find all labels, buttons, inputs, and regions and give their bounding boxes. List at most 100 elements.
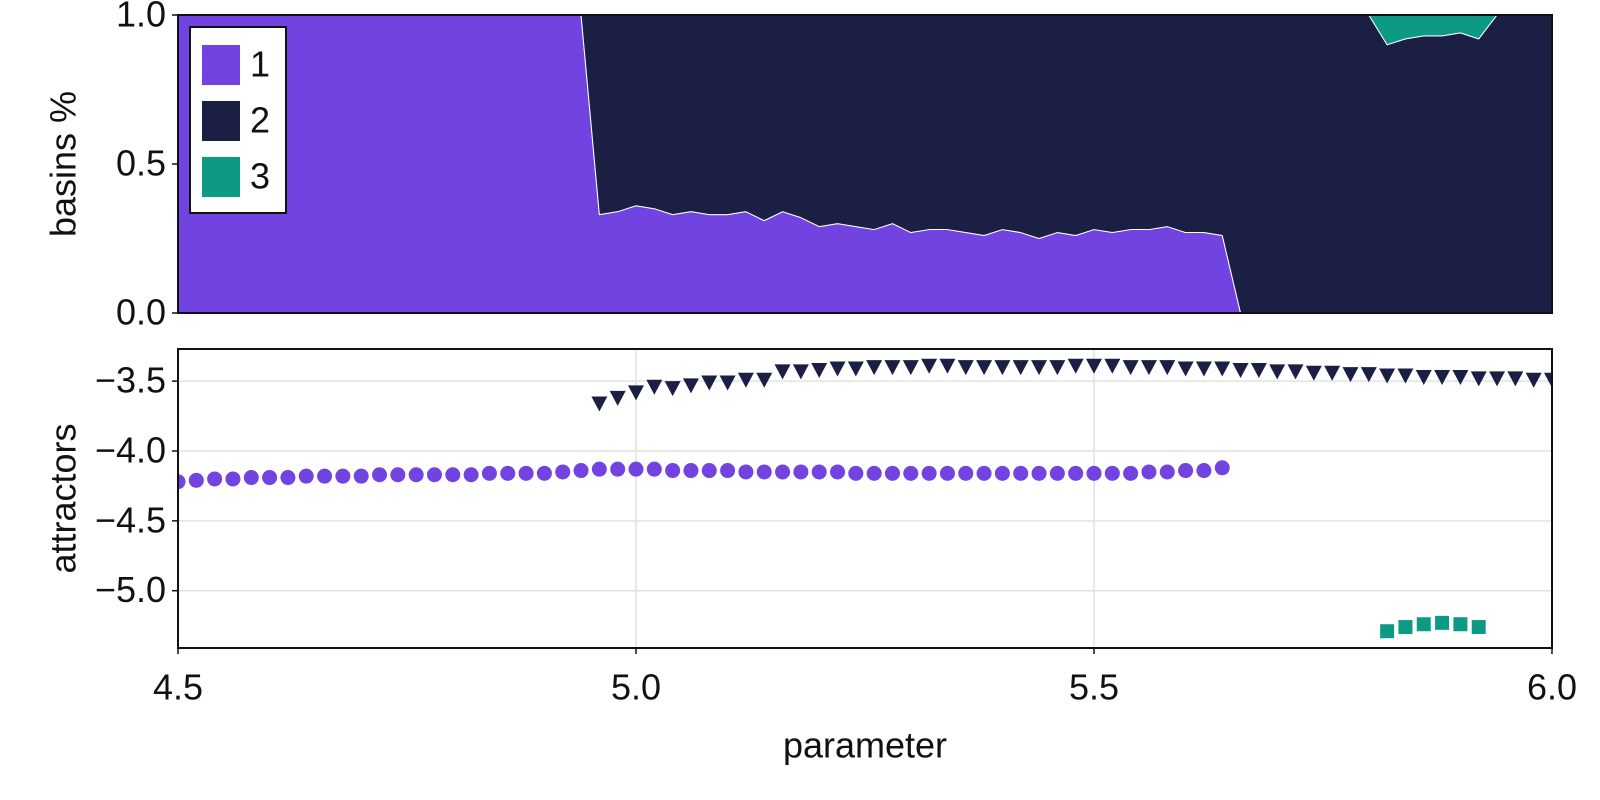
marker (243, 470, 259, 486)
marker (1435, 615, 1450, 630)
marker (682, 378, 699, 394)
marker (573, 463, 589, 479)
marker (957, 360, 974, 376)
marker (921, 465, 937, 481)
marker (591, 461, 607, 477)
marker (481, 465, 497, 481)
marker (793, 464, 809, 480)
marker (1525, 372, 1542, 388)
marker (1178, 463, 1194, 479)
legend: 1 2 3 (189, 26, 287, 214)
marker (921, 358, 938, 374)
marker (1232, 362, 1249, 378)
marker (225, 471, 241, 487)
plot-area (178, 358, 1552, 639)
marker (1140, 360, 1157, 376)
marker (756, 464, 772, 480)
legend-label: 1 (250, 44, 270, 85)
marker (830, 464, 846, 480)
marker (958, 465, 974, 481)
marker (939, 465, 955, 481)
legend-label: 2 (250, 100, 270, 141)
marker (426, 467, 442, 483)
marker (1068, 465, 1084, 481)
area (178, 15, 1552, 46)
marker (1544, 372, 1552, 388)
marker (1379, 368, 1396, 384)
x-tick-label: 6.0 (1527, 667, 1577, 708)
marker (628, 385, 644, 401)
y-tick-label: 0.0 (116, 292, 166, 333)
marker (353, 468, 369, 484)
marker (1031, 465, 1047, 481)
marker (792, 364, 809, 380)
marker (1104, 358, 1121, 374)
marker (903, 465, 919, 481)
marker (1360, 367, 1377, 383)
marker (1031, 360, 1048, 376)
marker (994, 465, 1010, 481)
marker (1177, 361, 1194, 377)
marker (1470, 371, 1487, 387)
marker (207, 471, 223, 487)
y-tick-label: −4.5 (95, 499, 166, 540)
legend-swatch (202, 101, 240, 141)
marker (591, 396, 608, 412)
marker (280, 470, 296, 486)
marker (1086, 465, 1102, 481)
marker (628, 461, 644, 477)
marker (1067, 358, 1084, 374)
marker (866, 465, 882, 481)
marker (178, 474, 186, 490)
marker (701, 375, 718, 391)
marker (811, 362, 828, 378)
marker (847, 361, 864, 377)
marker (1122, 360, 1139, 376)
x-tick-label: 5.0 (611, 667, 661, 708)
plot-frame (177, 348, 1553, 649)
marker (1471, 620, 1486, 635)
marker (500, 465, 516, 481)
marker (408, 467, 424, 483)
marker (1250, 362, 1267, 378)
y-tick-label: −4.0 (95, 430, 166, 471)
marker (445, 467, 461, 483)
marker (884, 360, 901, 376)
marker (665, 463, 681, 479)
y-tick-label: −5.0 (95, 569, 166, 610)
marker (335, 468, 351, 484)
legend-swatch (202, 157, 240, 197)
y-tick-label: 1.0 (116, 0, 166, 35)
marker (1159, 360, 1176, 376)
marker (866, 360, 883, 376)
x-tick-label: 5.5 (1069, 667, 1119, 708)
marker (1159, 464, 1175, 480)
marker (884, 465, 900, 481)
marker (775, 464, 791, 480)
marker (1196, 463, 1212, 479)
marker (1324, 365, 1341, 381)
marker (738, 464, 754, 480)
marker (536, 465, 552, 481)
marker (1398, 620, 1413, 635)
marker (262, 470, 278, 486)
marker (720, 463, 736, 479)
marker (1453, 617, 1468, 632)
legend-label: 3 (250, 156, 270, 197)
marker (756, 372, 773, 388)
marker (664, 381, 681, 397)
marker (683, 463, 699, 479)
y-tick-label: −3.5 (95, 360, 166, 401)
marker (1507, 371, 1524, 387)
area (178, 15, 1552, 313)
plot-area (178, 15, 1552, 313)
marker (1380, 624, 1395, 639)
marker (1049, 360, 1066, 376)
marker (463, 467, 479, 483)
marker (1012, 360, 1029, 376)
marker (1141, 464, 1157, 480)
marker (701, 463, 717, 479)
marker (1342, 367, 1359, 383)
marker (976, 465, 992, 481)
x-axis-label: parameter (783, 725, 947, 766)
